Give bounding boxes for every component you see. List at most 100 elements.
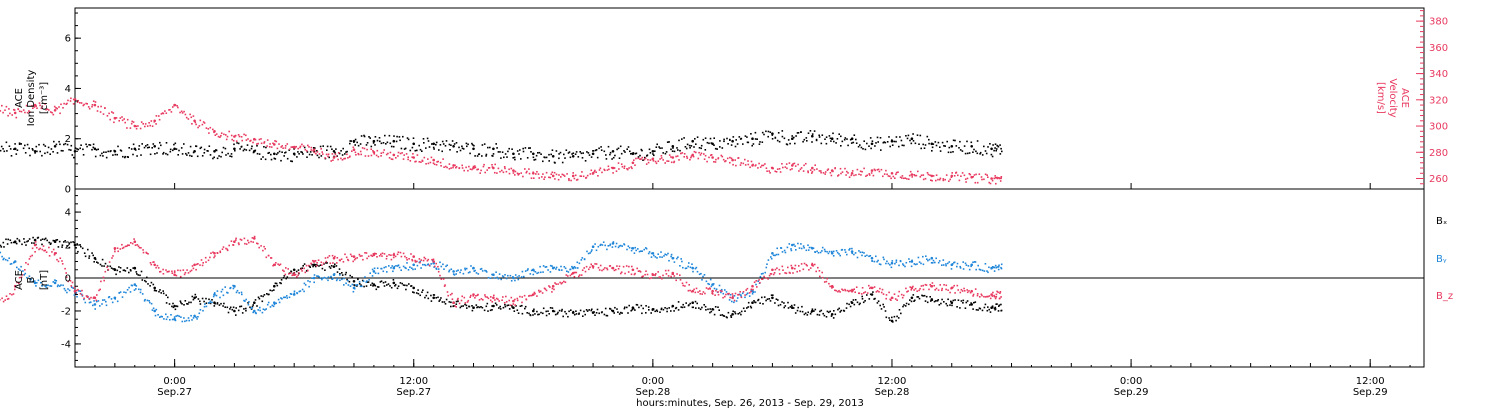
velocity-point	[678, 159, 680, 161]
bz-point	[248, 241, 250, 244]
bx-point	[952, 299, 955, 302]
density-point	[564, 157, 566, 159]
bx-point	[26, 240, 28, 243]
velocity-point	[885, 169, 887, 172]
velocity-point	[491, 164, 493, 166]
density-point	[497, 151, 500, 153]
density-data-point	[791, 137, 794, 140]
velocity-point	[641, 156, 644, 159]
density-point	[298, 153, 300, 155]
by-point	[323, 276, 326, 279]
by-point	[641, 250, 643, 252]
by-point	[185, 319, 188, 322]
by-point	[197, 316, 199, 318]
velocity-point	[560, 176, 562, 178]
bx-point	[77, 250, 79, 253]
bx-point	[172, 302, 174, 305]
density-point	[281, 151, 283, 153]
velocity-point	[809, 169, 812, 171]
bx-data-point	[811, 309, 814, 313]
velocity-point	[286, 143, 289, 145]
by-point	[536, 272, 538, 275]
velocity-data-point	[910, 173, 914, 176]
bx-point	[699, 308, 702, 311]
bx-point	[727, 311, 730, 314]
by-point	[288, 296, 291, 299]
bx-point	[943, 301, 945, 303]
by-data-point	[392, 266, 396, 270]
density-point	[124, 155, 127, 158]
by-point	[517, 278, 520, 281]
by-point	[670, 255, 672, 258]
bx-point	[775, 298, 778, 300]
velocity-point	[922, 178, 925, 181]
velocity-point	[245, 134, 247, 137]
velocity-point	[433, 163, 436, 166]
bx-point	[650, 312, 652, 314]
velocity-point	[582, 175, 585, 178]
by-point	[290, 293, 293, 295]
velocity-point	[442, 158, 444, 160]
velocity-point	[7, 114, 9, 117]
bx-point	[167, 296, 169, 299]
velocity-point	[137, 125, 139, 127]
density-data-point	[13, 147, 17, 151]
velocity-point	[109, 118, 111, 121]
velocity-point	[72, 103, 75, 105]
density-point	[174, 142, 177, 145]
by-point	[583, 258, 586, 260]
density-point	[575, 151, 578, 153]
by-point	[180, 316, 182, 318]
velocity-point	[223, 133, 225, 136]
velocity-point	[270, 146, 273, 148]
by-point	[619, 244, 622, 247]
bx-point	[81, 247, 84, 250]
density-point	[264, 158, 267, 161]
by-point	[956, 262, 959, 265]
bz-data-point	[412, 255, 416, 258]
bz-point	[253, 235, 256, 238]
by-point	[725, 291, 728, 293]
density-point	[600, 146, 602, 148]
by-point	[700, 272, 702, 275]
bx-point	[171, 305, 173, 308]
density-point	[196, 155, 199, 158]
velocity-point	[372, 150, 374, 152]
density-point	[830, 140, 832, 142]
by-point	[927, 259, 929, 262]
density-point	[906, 137, 909, 140]
velocity-point	[953, 175, 956, 177]
by-data-point	[13, 260, 17, 263]
density-point	[905, 135, 907, 137]
bx-point	[603, 313, 606, 316]
by-point	[35, 285, 37, 287]
bz-point	[48, 246, 50, 249]
velocity-point	[301, 143, 303, 146]
density-point	[694, 138, 696, 140]
density-data-point	[731, 139, 734, 143]
by-data-point	[830, 252, 834, 255]
velocity-point	[676, 155, 679, 157]
bx-point	[112, 268, 114, 270]
velocity-point	[814, 164, 816, 166]
bx-point	[372, 285, 374, 287]
bx-point	[229, 308, 231, 310]
velocity-point	[516, 172, 519, 175]
by-point	[648, 251, 651, 253]
density-point	[308, 153, 311, 156]
by-data-point	[372, 270, 376, 273]
velocity-point	[887, 175, 890, 177]
density-point	[530, 151, 532, 153]
bx-point	[900, 312, 902, 315]
by-point	[689, 266, 692, 269]
bx-point	[515, 305, 517, 307]
bx-point	[989, 311, 992, 313]
velocity-point	[554, 178, 556, 180]
bz-point	[423, 256, 426, 259]
velocity-point	[589, 173, 592, 175]
by-point	[44, 285, 46, 287]
velocity-point	[850, 174, 853, 177]
density-point	[374, 136, 377, 138]
density-point	[997, 145, 1000, 148]
bz-point	[88, 298, 91, 300]
